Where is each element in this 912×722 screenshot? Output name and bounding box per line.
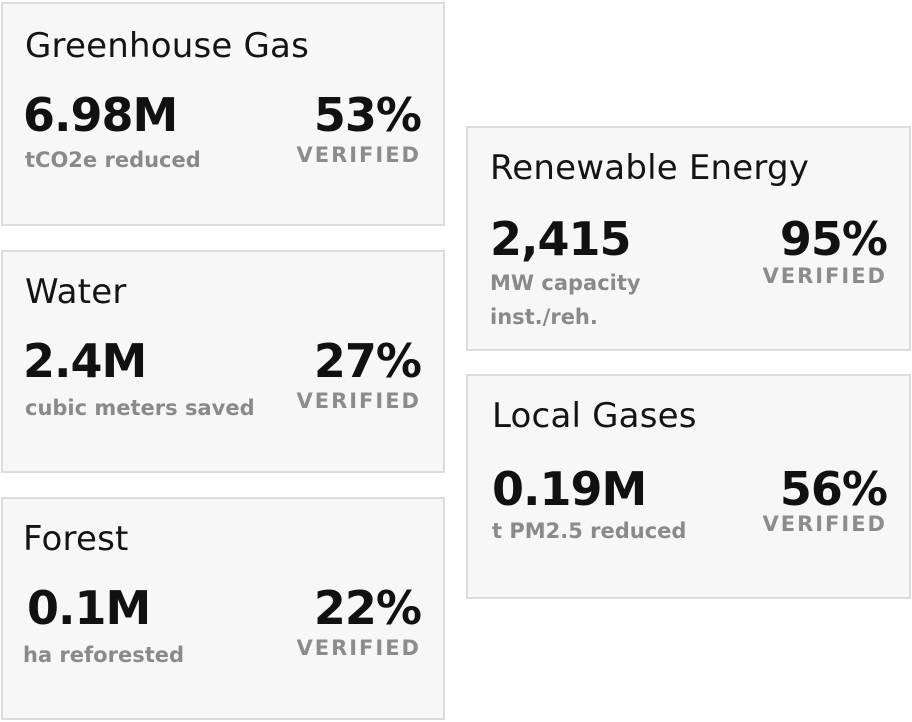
metric-value: 6.98M — [23, 88, 178, 142]
card-title: Greenhouse Gas — [25, 26, 309, 66]
local-gases-card: Local Gases 0.19M t PM2.5 reduced 56% VE… — [466, 374, 911, 599]
metric-value: 2,415 — [490, 212, 632, 266]
metric-unit: tCO2e reduced — [25, 148, 201, 172]
card-title: Renewable Energy — [490, 148, 810, 188]
verified-percent: 53% — [313, 88, 422, 142]
metric-value: 0.19M — [492, 462, 647, 516]
card-title: Forest — [23, 519, 129, 559]
verified-label: VERIFIED — [296, 143, 421, 167]
verified-label: VERIFIED — [296, 636, 421, 660]
metric-value: 2.4M — [23, 334, 147, 388]
verified-label: VERIFIED — [296, 389, 421, 413]
forest-card: Forest 0.1M ha reforested 22% VERIFIED — [1, 497, 445, 720]
verified-percent: 22% — [313, 581, 422, 635]
metric-unit: ha reforested — [23, 643, 185, 667]
verified-label: VERIFIED — [762, 512, 887, 536]
metric-unit-line-2: inst./reh. — [490, 305, 598, 329]
metric-value: 0.1M — [27, 581, 151, 635]
card-title: Water — [25, 272, 127, 312]
verified-percent: 95% — [779, 212, 888, 266]
water-card: Water 2.4M cubic meters saved 27% VERIFI… — [1, 250, 445, 473]
metric-unit: t PM2.5 reduced — [492, 519, 687, 543]
metric-unit: cubic meters saved — [25, 396, 255, 420]
card-title: Local Gases — [492, 396, 697, 436]
verified-label: VERIFIED — [762, 264, 887, 288]
verified-percent: 27% — [313, 334, 422, 388]
verified-percent: 56% — [779, 462, 888, 516]
greenhouse-gas-card: Greenhouse Gas 6.98M tCO2e reduced 53% V… — [1, 2, 445, 226]
metric-unit: MW capacity — [490, 271, 641, 295]
renewable-energy-card: Renewable Energy 2,415 MW capacity inst.… — [466, 126, 911, 351]
